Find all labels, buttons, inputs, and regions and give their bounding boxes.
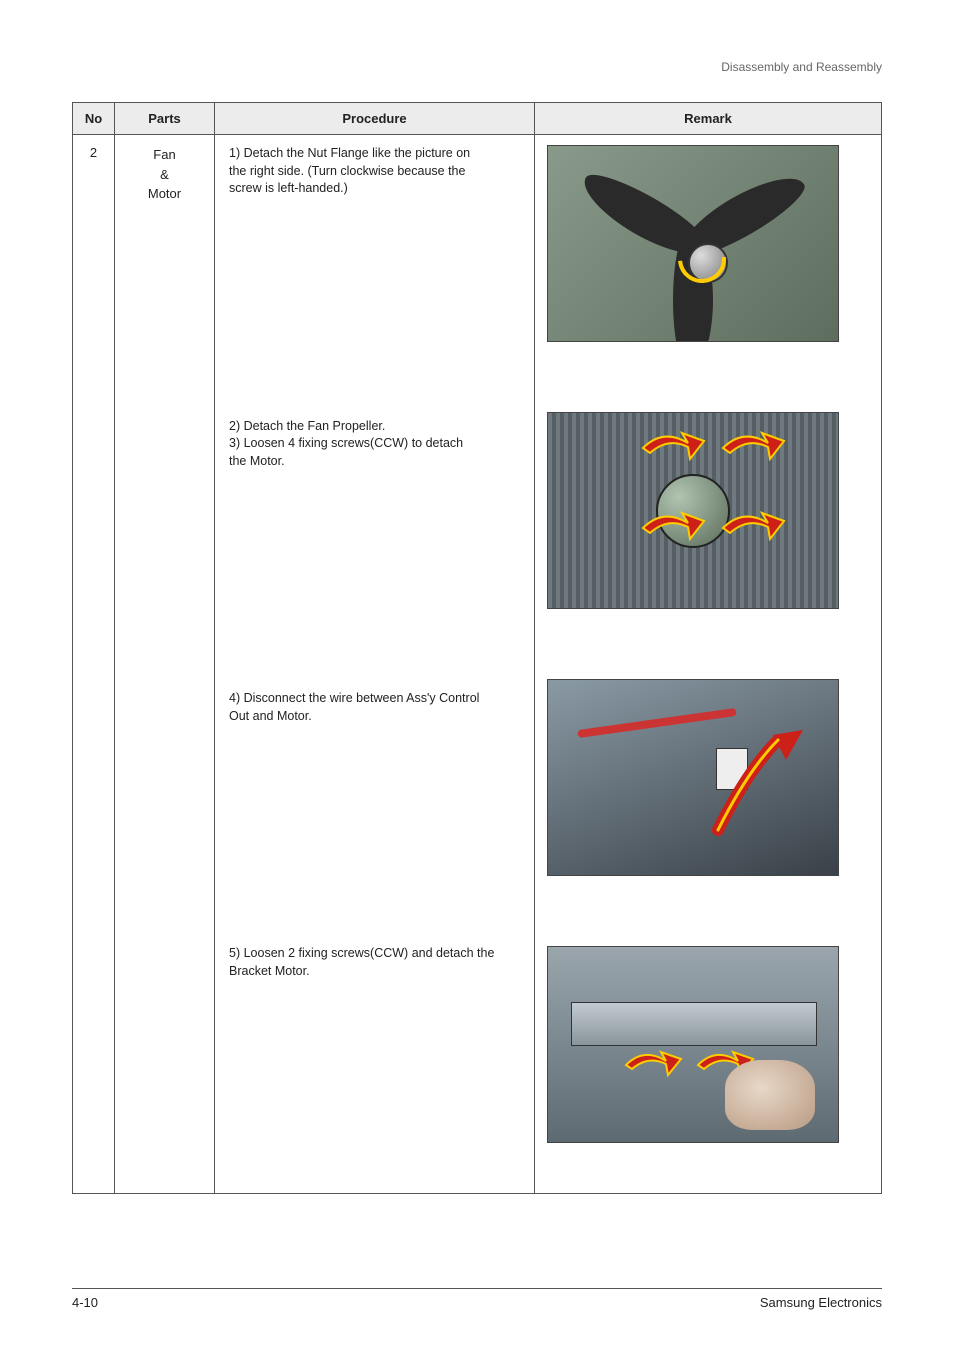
row-remark (535, 135, 882, 1194)
remark-photo-4 (547, 946, 869, 1143)
procedure-step-4: 4) Disconnect the wire between Ass'y Con… (229, 690, 522, 725)
page-footer: 4-10 Samsung Electronics (72, 1288, 882, 1310)
wire-disconnect-photo (547, 679, 839, 876)
hand-icon (725, 1060, 815, 1130)
row-no: 2 (73, 135, 115, 1194)
motor-screws-photo (547, 412, 839, 609)
remark-photo-1 (547, 145, 869, 342)
row-procedure: 1) Detach the Nut Flange like the pictur… (215, 135, 535, 1194)
screw-arrows-icon (548, 413, 838, 608)
bracket-motor-photo (547, 946, 839, 1143)
footer-brand: Samsung Electronics (760, 1295, 882, 1310)
col-header-no: No (73, 103, 115, 135)
remark-photo-2 (547, 412, 869, 609)
parts-line3: Motor (148, 186, 181, 201)
procedure-step-1: 1) Detach the Nut Flange like the pictur… (229, 145, 522, 198)
col-header-remark: Remark (535, 103, 882, 135)
col-header-procedure: Procedure (215, 103, 535, 135)
row-parts: Fan & Motor (115, 135, 215, 1194)
disassembly-table: No Parts Procedure Remark 2 Fan & Motor … (72, 102, 882, 1194)
table-row: 2 Fan & Motor 1) Detach the Nut Flange l… (73, 135, 882, 1194)
page-number: 4-10 (72, 1295, 98, 1310)
fan-nut-flange-photo (547, 145, 839, 342)
parts-line1: Fan (153, 147, 175, 162)
parts-line2: & (160, 167, 169, 182)
procedure-step-2-3: 2) Detach the Fan Propeller. 3) Loosen 4… (229, 418, 522, 471)
section-header: Disassembly and Reassembly (72, 60, 882, 74)
col-header-parts: Parts (115, 103, 215, 135)
remark-photo-3 (547, 679, 869, 876)
procedure-step-5: 5) Loosen 2 fixing screws(CCW) and detac… (229, 945, 522, 980)
pull-arrow-icon (548, 680, 838, 875)
